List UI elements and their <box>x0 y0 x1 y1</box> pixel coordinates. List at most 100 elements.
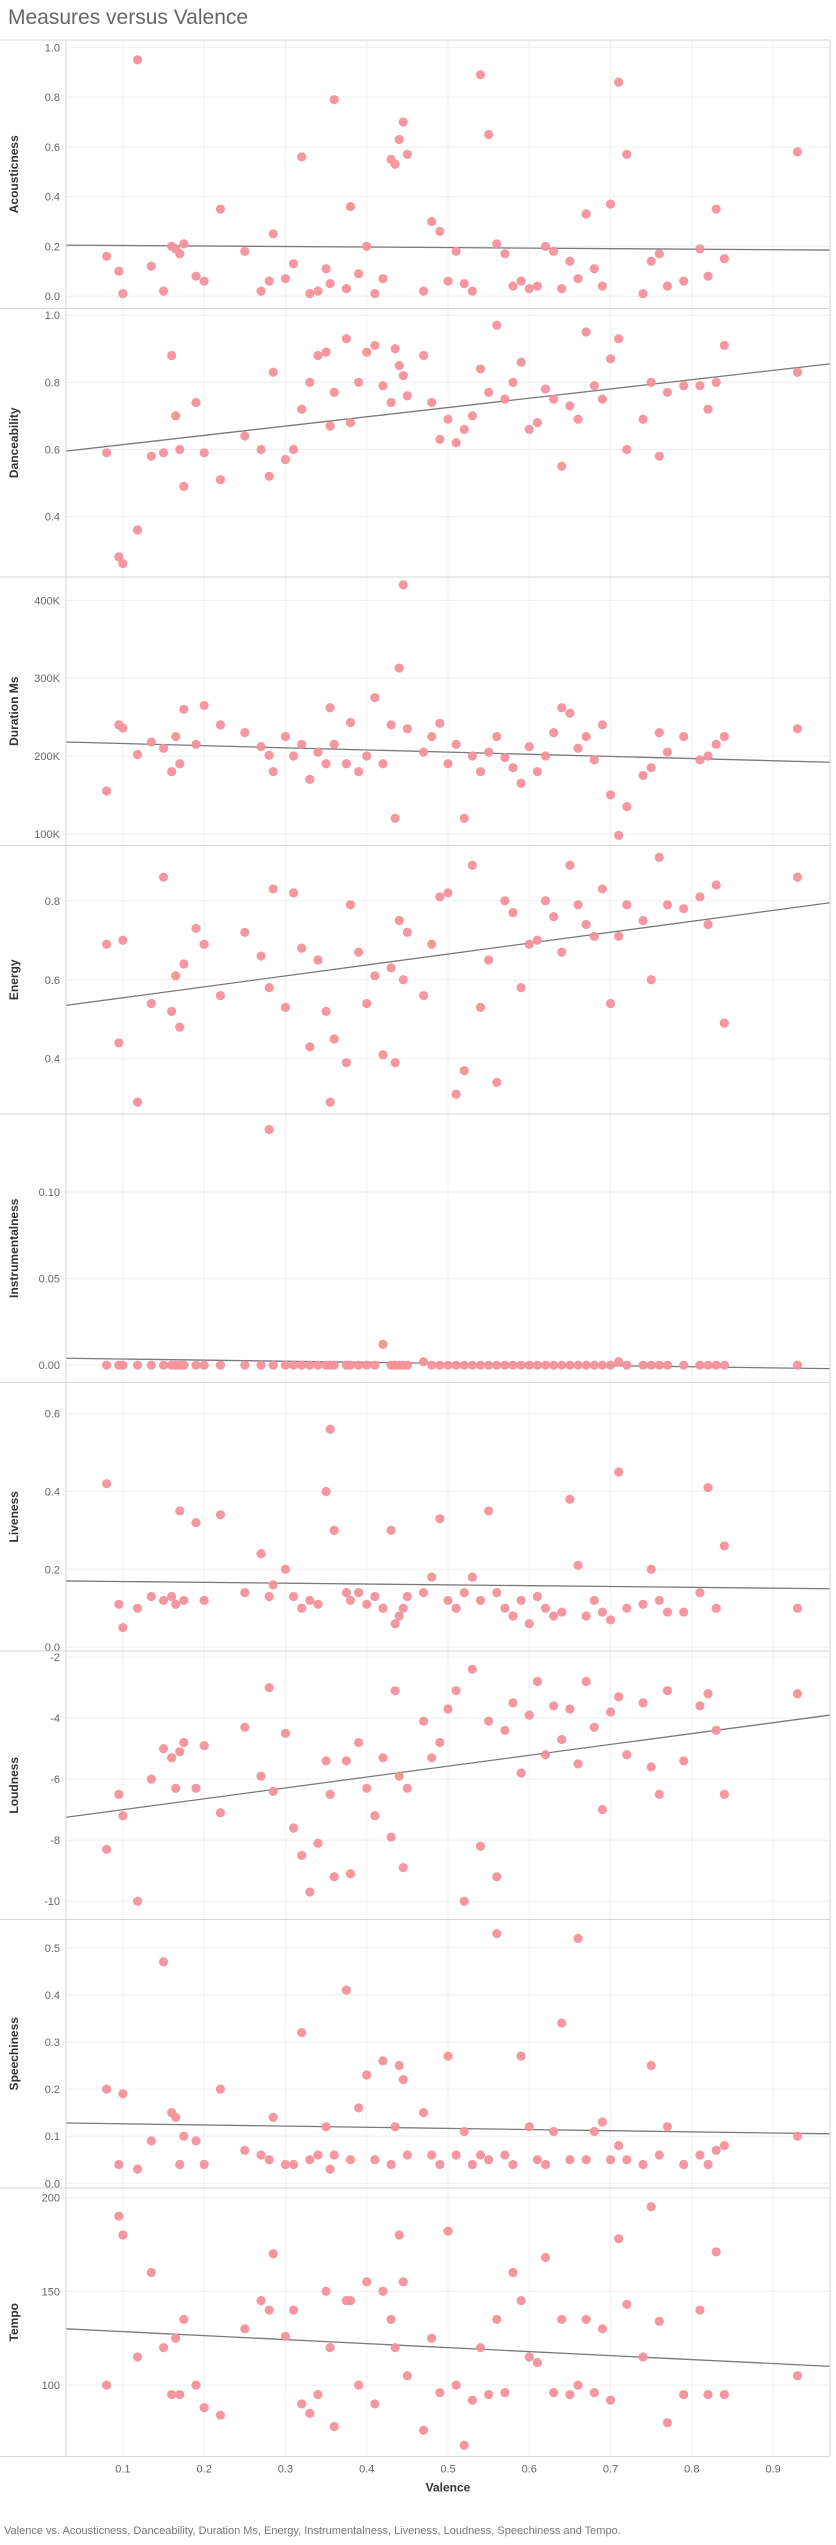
data-point <box>695 381 705 391</box>
data-point <box>443 414 453 424</box>
data-point <box>362 241 372 251</box>
data-point <box>427 731 437 742</box>
data-point <box>167 1753 177 1763</box>
data-point <box>459 424 469 434</box>
panel-speechiness: 0.0 0.1 0.2 0.3 0.4 0.5 Speechiness <box>0 1929 831 2190</box>
data-point <box>297 1850 307 1861</box>
data-point <box>158 1957 169 1967</box>
data-point <box>378 2286 388 2296</box>
y-tick-label: 1.0 <box>45 310 60 322</box>
data-point <box>402 149 412 159</box>
data-point <box>443 888 453 898</box>
data-point <box>597 394 608 404</box>
data-point <box>605 199 616 209</box>
y-axis-label: Danceability <box>7 407 21 478</box>
data-point <box>484 1506 494 1516</box>
data-point <box>146 2267 156 2278</box>
data-point <box>240 728 250 738</box>
data-point <box>516 983 526 993</box>
data-point <box>325 1097 335 1107</box>
data-point <box>695 2150 705 2160</box>
data-point <box>256 444 266 455</box>
data-point <box>646 1564 656 1574</box>
data-point <box>215 720 226 730</box>
data-point <box>565 256 575 266</box>
data-point <box>484 747 494 757</box>
data-point <box>325 2164 335 2174</box>
data-point <box>288 751 299 761</box>
data-point <box>695 1588 705 1598</box>
data-point <box>573 900 583 910</box>
data-point <box>402 2371 412 2381</box>
y-tick-label: 1.0 <box>45 42 60 54</box>
y-tick-label: 0.4 <box>45 192 60 204</box>
data-point <box>325 1424 335 1434</box>
data-point <box>719 2141 729 2151</box>
data-point <box>662 1607 673 1617</box>
data-point <box>370 340 380 351</box>
data-point <box>435 1737 445 1748</box>
data-point <box>146 1360 156 1370</box>
data-point <box>264 276 274 286</box>
data-point <box>179 959 189 969</box>
y-tick-label: 100 <box>42 2380 60 2392</box>
data-point <box>378 381 388 391</box>
data-point <box>171 1599 181 1609</box>
data-point <box>280 274 291 284</box>
data-point <box>532 766 543 777</box>
x-tick-label-1: 0.2 <box>197 2464 212 2476</box>
data-point <box>297 2027 307 2038</box>
data-point <box>605 790 616 800</box>
data-point <box>646 1762 656 1772</box>
y-tick-label: 0.3 <box>45 2037 60 2049</box>
data-point <box>654 1360 664 1370</box>
data-point <box>524 1360 534 1370</box>
data-point <box>305 774 315 784</box>
data-point <box>419 747 429 757</box>
data-point <box>654 1789 664 1800</box>
data-point <box>589 755 599 765</box>
data-point <box>427 1572 437 1582</box>
data-point <box>427 2333 437 2343</box>
data-point <box>280 731 291 742</box>
data-point <box>638 414 648 424</box>
data-point <box>540 384 551 394</box>
data-point <box>614 77 624 87</box>
data-point <box>484 1716 494 1726</box>
data-point <box>703 271 713 281</box>
data-point <box>638 2159 648 2170</box>
data-point <box>341 1756 352 1766</box>
data-point <box>390 1619 400 1629</box>
data-point <box>102 786 112 796</box>
data-point <box>378 759 388 769</box>
data-point <box>573 1360 583 1370</box>
data-point <box>500 752 510 763</box>
data-point <box>435 226 445 237</box>
data-point <box>654 249 664 259</box>
data-point <box>215 2084 226 2094</box>
data-point <box>297 943 307 953</box>
data-point <box>605 354 616 364</box>
panel-acousticness: 0.0 0.2 0.4 0.6 0.8 1.0 Acousticness <box>0 42 831 309</box>
data-point <box>118 2089 128 2099</box>
data-point <box>524 424 534 434</box>
data-point <box>711 1360 721 1370</box>
data-point <box>646 377 656 387</box>
y-tick-label: 200 <box>42 2192 60 2204</box>
data-point <box>329 1360 339 1370</box>
data-point <box>268 1786 278 1796</box>
data-point <box>280 1728 291 1738</box>
data-point <box>118 935 128 945</box>
data-point <box>435 434 445 444</box>
data-point <box>475 1360 486 1370</box>
data-point <box>402 1783 412 1793</box>
data-point <box>390 2342 400 2353</box>
data-point <box>288 444 299 455</box>
data-point <box>524 2352 534 2362</box>
data-point <box>394 1771 404 1781</box>
data-point <box>240 2145 250 2155</box>
data-point <box>573 1759 583 1769</box>
data-point <box>532 1676 543 1687</box>
data-point <box>622 1360 632 1370</box>
data-point <box>557 284 567 294</box>
